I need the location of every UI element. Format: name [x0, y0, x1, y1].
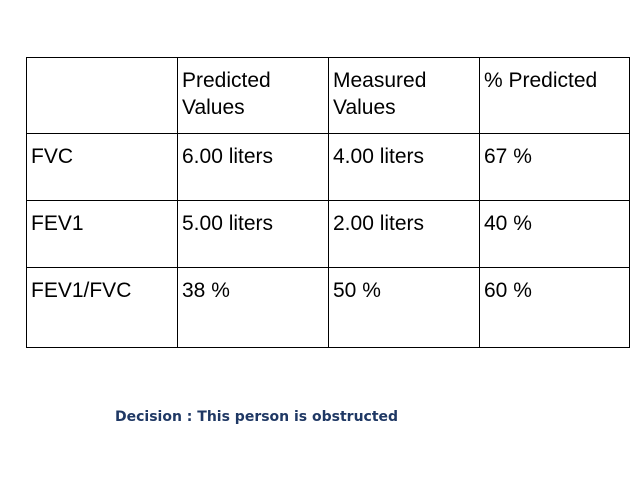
header-cell-empty — [26, 57, 178, 134]
header-measured-line-1: Measured — [333, 69, 427, 92]
fev1-percent-predicted: 40 % — [479, 200, 630, 268]
row-label-fvc: FVC — [26, 133, 178, 201]
header-predicted-line-2: Values — [182, 96, 245, 119]
fev1-fvc-predicted: 38 % — [177, 267, 329, 348]
table-header-row: Predicted Values Measured Values % Predi… — [26, 57, 630, 134]
table-row: FEV1 5.00 liters 2.00 liters 40 % — [26, 200, 630, 268]
table-row: FEV1/FVC 38 % 50 % 60 % — [26, 267, 630, 348]
header-cell-measured-values: Measured Values — [328, 57, 480, 134]
decision-text: Decision : This person is obstructed — [115, 409, 399, 425]
table-row: FVC 6.00 liters 4.00 liters 67 % — [26, 133, 630, 201]
header-cell-predicted-values: Predicted Values — [177, 57, 329, 134]
header-measured-line-2: Values — [333, 96, 396, 119]
fvc-measured: 4.00 liters — [328, 133, 480, 201]
fev1-fvc-measured: 50 % — [328, 267, 480, 348]
fev1-fvc-percent-predicted: 60 % — [479, 267, 630, 348]
fev1-predicted: 5.00 liters — [177, 200, 329, 268]
header-predicted-line-1: Predicted — [182, 69, 271, 92]
row-label-fev1-fvc: FEV1/FVC — [26, 267, 178, 348]
row-label-fev1: FEV1 — [26, 200, 178, 268]
fev1-measured: 2.00 liters — [328, 200, 480, 268]
spirometry-table: Predicted Values Measured Values % Predi… — [26, 57, 630, 348]
header-cell-percent-predicted: % Predicted — [479, 57, 630, 134]
fvc-predicted: 6.00 liters — [177, 133, 329, 201]
fvc-percent-predicted: 67 % — [479, 133, 630, 201]
